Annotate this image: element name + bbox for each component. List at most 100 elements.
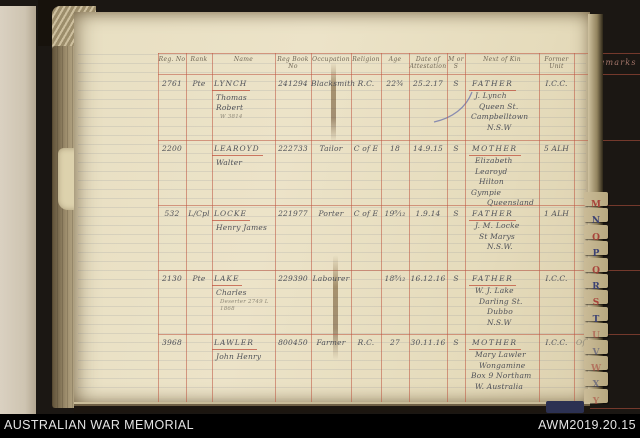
- name: LYNCH Thomas Robert W 3814: [212, 79, 275, 121]
- nok-line: Queen St.: [479, 101, 519, 111]
- ledger-row: 2200 LEAROYD Walter 222733 Tailor C of E…: [158, 142, 640, 209]
- tab-letter: Q: [592, 265, 600, 276]
- index-tab-p: P: [584, 241, 608, 259]
- nok-line: N.S.W: [487, 317, 512, 327]
- occupation: Blacksmith: [311, 79, 356, 88]
- rank: L/Cpl: [188, 209, 210, 218]
- nok-line: Darling St.: [479, 296, 523, 306]
- former-unit: I.C.C.: [545, 79, 568, 88]
- col-header-former-unit: Former Unit: [544, 56, 569, 70]
- next-of-kin: FATHER J. M. Locke St Marys N.S.W.: [465, 209, 539, 253]
- ledger-page: Reg. No Rank Name Reg Book No Occupation…: [74, 12, 640, 409]
- given-names: Walter: [216, 158, 243, 167]
- reg-book-no: 221977: [278, 209, 308, 218]
- given-names: Thomas Robert: [216, 93, 247, 112]
- col-header-rank: Rank: [190, 56, 208, 63]
- index-tab-t: T: [584, 306, 608, 325]
- date-of-attestation: 1.9.14: [415, 209, 441, 218]
- nok-line: St Marys: [479, 231, 515, 241]
- age: 18: [390, 144, 400, 153]
- col-header-date-of-attestation: Date of Attestation: [409, 56, 447, 70]
- former-unit: 5 ALH: [543, 144, 570, 153]
- col-header-age: Age: [388, 56, 402, 63]
- age: 22¾: [386, 79, 404, 88]
- rank: Pte: [192, 79, 206, 88]
- occupation: Labourer: [312, 274, 350, 283]
- tab-letter: U: [592, 331, 600, 342]
- name: LEAROYD Walter: [212, 144, 275, 168]
- reg-book-no: 241294: [278, 79, 308, 88]
- nok-line: W. J. Lake: [475, 286, 514, 295]
- given-names: Charles: [216, 288, 247, 297]
- reg-no: 532: [164, 209, 180, 218]
- col-header-remarks: Remarks: [592, 58, 637, 67]
- given-names: John Henry: [216, 352, 262, 361]
- rank: Pte: [192, 274, 206, 283]
- religion: R.C.: [357, 338, 375, 347]
- surname: LAKE: [212, 274, 243, 286]
- pencil-note: Deserter 2749 L 1868: [220, 299, 269, 312]
- marital-status: S: [453, 79, 459, 88]
- ledger-row: 2130 Pte LAKE Charles Deserter 2749 L 18…: [158, 272, 640, 333]
- col-header-occupation: Occupation: [312, 56, 350, 63]
- marital-status: S: [453, 209, 459, 218]
- tab-letter: N: [591, 216, 601, 227]
- occupation: Porter: [318, 209, 344, 218]
- surname: LYNCH: [212, 79, 251, 91]
- accession-number: AWM2019.20.15: [538, 418, 636, 432]
- nok-line: Campbelltown: [471, 112, 529, 121]
- alphabet-index-tabs: M N O P Q R S T U V W X Y: [584, 192, 610, 407]
- nok-line: J. Lynch: [475, 91, 507, 100]
- col-header-m-or-s: M or S: [448, 56, 464, 70]
- occupation: Tailor: [319, 144, 343, 153]
- name: LAWLER John Henry: [212, 338, 275, 362]
- nok-line: Dubbo: [487, 307, 513, 316]
- age: 18⁹⁄₁₂: [384, 274, 406, 283]
- reg-book-no: 229390: [278, 274, 308, 283]
- pencil-note: W 3814: [220, 114, 243, 120]
- blue-pen-flourish: [433, 91, 473, 123]
- tab-letter: T: [592, 314, 600, 325]
- nok-line: N.S.W.: [487, 242, 513, 251]
- cover-cloth-corner: [546, 401, 584, 413]
- index-tab-y: Y: [584, 388, 608, 407]
- index-tab-w: W: [584, 355, 608, 374]
- reg-no: 2130: [162, 274, 182, 283]
- reg-no: 3968: [162, 338, 182, 347]
- ledger-row: 2761 Pte LYNCH Thomas Robert W 3814 2412…: [158, 77, 640, 139]
- col-header-reg-book-no: Reg Book No: [277, 56, 309, 70]
- fold-stain: [331, 62, 336, 142]
- religion: C of E: [353, 144, 379, 153]
- index-tab-s: S: [584, 290, 608, 308]
- index-tab-r: R: [584, 273, 608, 292]
- nok-relation: FATHER: [469, 209, 517, 221]
- index-tab-n: N: [584, 208, 608, 226]
- register-table: Reg. No Rank Name Reg Book No Occupation…: [158, 53, 640, 409]
- religion: R.C.: [357, 79, 375, 88]
- nok-line: Gympie: [471, 187, 502, 197]
- next-of-kin: MOTHER Elizabeth Learoyd Hilton Gympie Q…: [465, 144, 539, 209]
- tab-letter: X: [592, 380, 600, 391]
- tab-letter: R: [592, 281, 600, 292]
- nok-line: Box 9 Northam: [471, 371, 532, 380]
- tab-letter: P: [592, 249, 600, 260]
- reg-book-no: 800450: [278, 338, 308, 347]
- index-tab-o: O: [584, 224, 608, 243]
- nok-line: Queensland: [487, 198, 535, 207]
- date-of-attestation: 14.9.15: [412, 144, 444, 153]
- tab-letter: M: [591, 200, 601, 210]
- index-tab-x: X: [584, 372, 608, 390]
- next-of-kin: FATHER W. J. Lake Darling St. Dubbo N.S.…: [465, 274, 539, 328]
- nok-line: Hilton: [479, 177, 504, 186]
- nok-line: N.S.W: [487, 122, 512, 132]
- surname: LOCKE: [212, 209, 250, 221]
- former-unit: I.C.C.: [545, 338, 568, 347]
- age: 27: [390, 338, 400, 347]
- nok-relation: MOTHER: [469, 338, 521, 350]
- tab-letter: O: [592, 232, 600, 243]
- ledger-row: 532 L/Cpl LOCKE Henry James 221977 Porte…: [158, 207, 640, 271]
- occupation: Farmer: [316, 338, 346, 347]
- former-unit: 1 ALH: [543, 209, 570, 218]
- ledger-row: 3968 LAWLER John Henry 800450 Farmer R.C…: [158, 336, 640, 407]
